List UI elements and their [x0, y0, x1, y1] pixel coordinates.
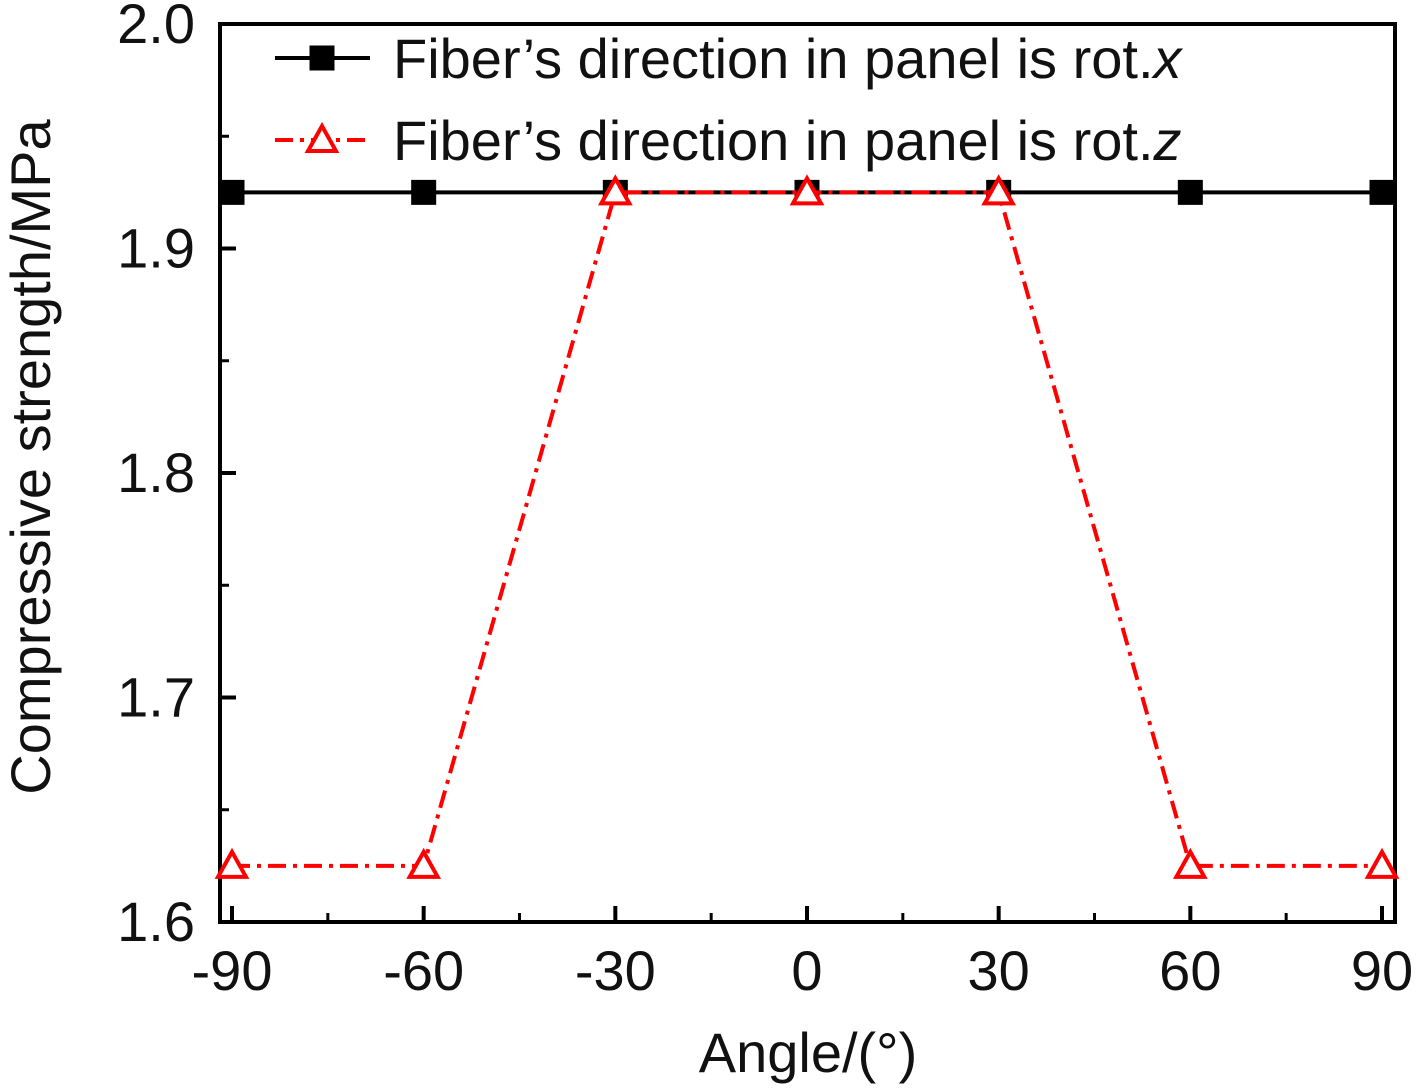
legend-label: Fiber’s direction in panel is rot.x [393, 27, 1184, 90]
triangle-marker [1172, 847, 1208, 879]
x-tick-label: -60 [383, 939, 464, 1002]
series-line [232, 190, 1382, 868]
y-tick-label: 1.8 [117, 441, 195, 504]
axes: 1.6 1.7 1.8 1.9 2.0 -90 -60 -30 0 30 60 90 [117, 0, 1413, 1002]
y-tick-label: 1.9 [117, 217, 195, 280]
square-marker [219, 179, 245, 205]
square-marker [309, 45, 335, 71]
y-tick-label: 2.0 [117, 0, 195, 55]
legend: Fiber’s direction in panel is rot.x Fiber… [275, 27, 1184, 172]
triangle-marker [789, 174, 825, 206]
triangle-marker [304, 121, 340, 153]
triangle-marker [406, 847, 442, 879]
y-tick-label: 1.7 [117, 666, 195, 729]
legend-label: Fiber’s direction in panel is rot.z [393, 109, 1182, 172]
series-group [214, 174, 1400, 879]
x-tick-label: 0 [791, 939, 822, 1002]
triangle-marker [981, 174, 1017, 206]
y-tick-label: 1.6 [117, 890, 195, 953]
square-marker [1369, 179, 1395, 205]
x-tick-label: 60 [1159, 939, 1221, 1002]
y-axis-label: Compressive strength/MPa [0, 118, 62, 794]
series-2 [214, 174, 1400, 879]
square-marker [411, 179, 437, 205]
triangle-marker [214, 847, 250, 879]
x-tick-label: -30 [575, 939, 656, 1002]
triangle-marker [1364, 847, 1400, 879]
triangle-marker [597, 174, 633, 206]
x-tick-label: -90 [192, 939, 273, 1002]
x-axis-label: Angle/(°) [699, 1021, 917, 1084]
square-marker [1177, 179, 1203, 205]
x-tick-label: 90 [1351, 939, 1413, 1002]
x-tick-label: 30 [968, 939, 1030, 1002]
